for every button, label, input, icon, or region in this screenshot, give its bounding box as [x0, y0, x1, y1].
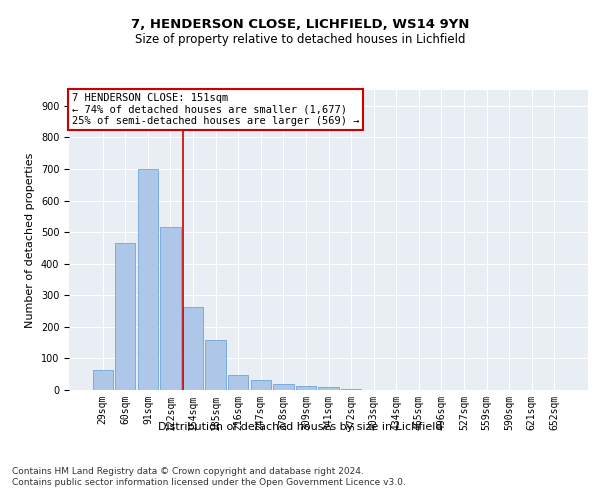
Y-axis label: Number of detached properties: Number of detached properties [25, 152, 35, 328]
Bar [92, 370, 113, 390]
Bar [273, 384, 293, 390]
Bar [115, 242, 136, 390]
Bar [160, 228, 181, 390]
Bar [228, 375, 248, 390]
Bar [251, 380, 271, 390]
Text: 7, HENDERSON CLOSE, LICHFIELD, WS14 9YN: 7, HENDERSON CLOSE, LICHFIELD, WS14 9YN [131, 18, 469, 30]
Text: 7 HENDERSON CLOSE: 151sqm
← 74% of detached houses are smaller (1,677)
25% of se: 7 HENDERSON CLOSE: 151sqm ← 74% of detac… [71, 93, 359, 126]
Bar [205, 340, 226, 390]
Text: Distribution of detached houses by size in Lichfield: Distribution of detached houses by size … [158, 422, 442, 432]
Bar [138, 169, 158, 390]
Text: Contains HM Land Registry data © Crown copyright and database right 2024.
Contai: Contains HM Land Registry data © Crown c… [12, 468, 406, 487]
Bar [319, 387, 338, 390]
Bar [296, 386, 316, 390]
Text: Size of property relative to detached houses in Lichfield: Size of property relative to detached ho… [135, 32, 465, 46]
Bar [183, 308, 203, 390]
